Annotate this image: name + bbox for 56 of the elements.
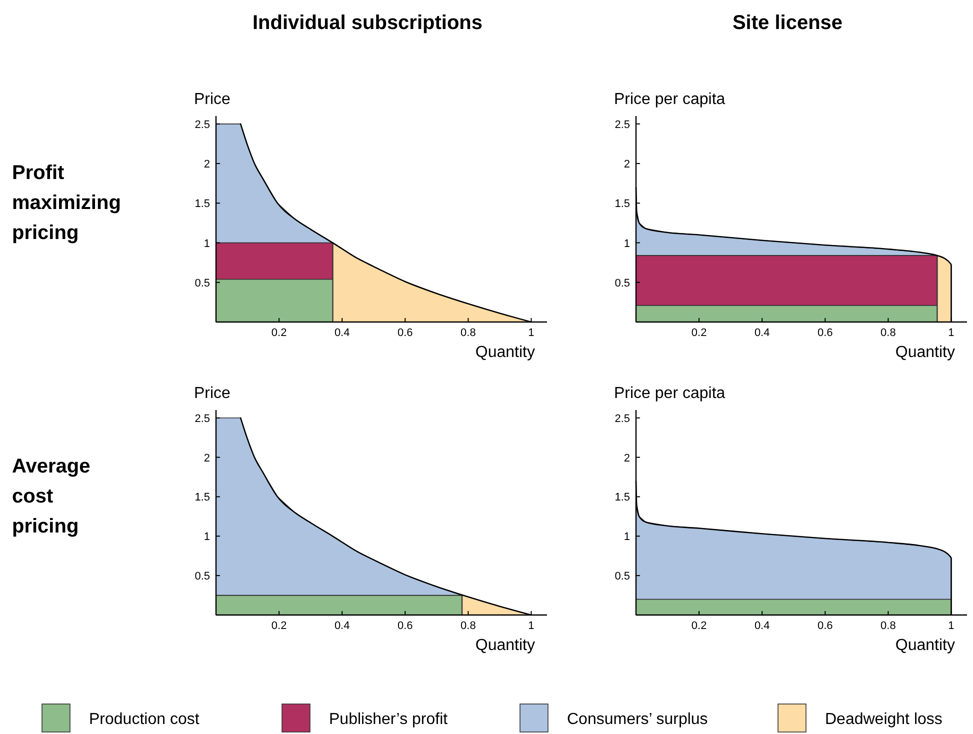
- y-tick-label: 0.5: [194, 570, 210, 583]
- x-tick-label: 0.8: [460, 620, 476, 632]
- x-tick-label: 0.4: [334, 327, 350, 339]
- y-tick-label: 1: [624, 238, 630, 250]
- y-tick-label: 2: [204, 452, 210, 464]
- x-tick-label: 0.2: [271, 620, 287, 632]
- x-tick-label: 0.2: [691, 620, 707, 632]
- y-tick-label: 0.5: [614, 277, 630, 290]
- legend-label: Deadweight loss: [825, 711, 942, 728]
- y-tick-label: 0.5: [194, 277, 210, 290]
- y-tick-label: 2: [204, 158, 210, 171]
- y-tick-label: 1.5: [194, 492, 210, 504]
- text: Average cost pricing: [12, 456, 90, 538]
- x-tick-label: 0.8: [880, 327, 896, 339]
- x-tick-label: 0.6: [817, 327, 833, 339]
- y-axis-title: Price per capita: [614, 91, 726, 108]
- x-tick-label: 0.8: [880, 620, 896, 632]
- y-tick-label: 1: [204, 531, 210, 544]
- y-tick-label: 2.5: [194, 412, 210, 425]
- chart-title: Individual subscriptions: [252, 12, 483, 34]
- x-tick-label: 0.4: [754, 620, 770, 632]
- y-tick-label: 1.5: [194, 198, 210, 210]
- x-tick-label: 0.4: [754, 327, 770, 339]
- y-tick-label: 1: [204, 238, 210, 250]
- x-tick-label: 0.2: [691, 327, 707, 339]
- x-axis-title: Quantity: [895, 637, 955, 654]
- y-axis-title: Price per capita: [614, 385, 726, 402]
- legend-label: Publisher’s profit: [329, 711, 448, 728]
- y-tick-label: 2: [624, 158, 630, 171]
- x-tick-label: 0.4: [334, 620, 350, 632]
- x-tick-label: 1: [528, 327, 534, 339]
- y-tick-label: 1.5: [614, 492, 630, 504]
- legend-label: Consumers’ surplus: [567, 711, 708, 728]
- y-tick-label: 2: [624, 452, 630, 464]
- y-tick-label: 0.5: [614, 570, 630, 583]
- x-tick-label: 1: [948, 327, 954, 339]
- x-tick-label: 1: [528, 620, 534, 632]
- chart-title: Site license: [732, 12, 843, 34]
- x-tick-label: 0.6: [817, 620, 833, 632]
- x-tick-label: 0.6: [397, 620, 413, 632]
- x-axis-title: Quantity: [895, 344, 955, 361]
- y-axis-title: Price: [194, 91, 231, 108]
- y-tick-label: 1.5: [614, 198, 630, 210]
- y-tick-label: 2.5: [614, 118, 630, 131]
- x-tick-label: 1: [948, 620, 954, 632]
- legend-label: Production cost: [89, 711, 200, 728]
- x-axis-title: Quantity: [475, 637, 535, 654]
- x-axis-title: Quantity: [475, 344, 535, 361]
- x-tick-label: 0.8: [460, 327, 476, 339]
- y-tick-label: 1: [624, 531, 630, 544]
- x-tick-label: 0.6: [397, 327, 413, 339]
- text: Profit maximizing pricing: [12, 162, 121, 244]
- y-tick-label: 2.5: [194, 118, 210, 131]
- y-axis-title: Price: [194, 385, 231, 402]
- x-tick-label: 0.2: [271, 327, 287, 339]
- y-tick-label: 2.5: [614, 412, 630, 425]
